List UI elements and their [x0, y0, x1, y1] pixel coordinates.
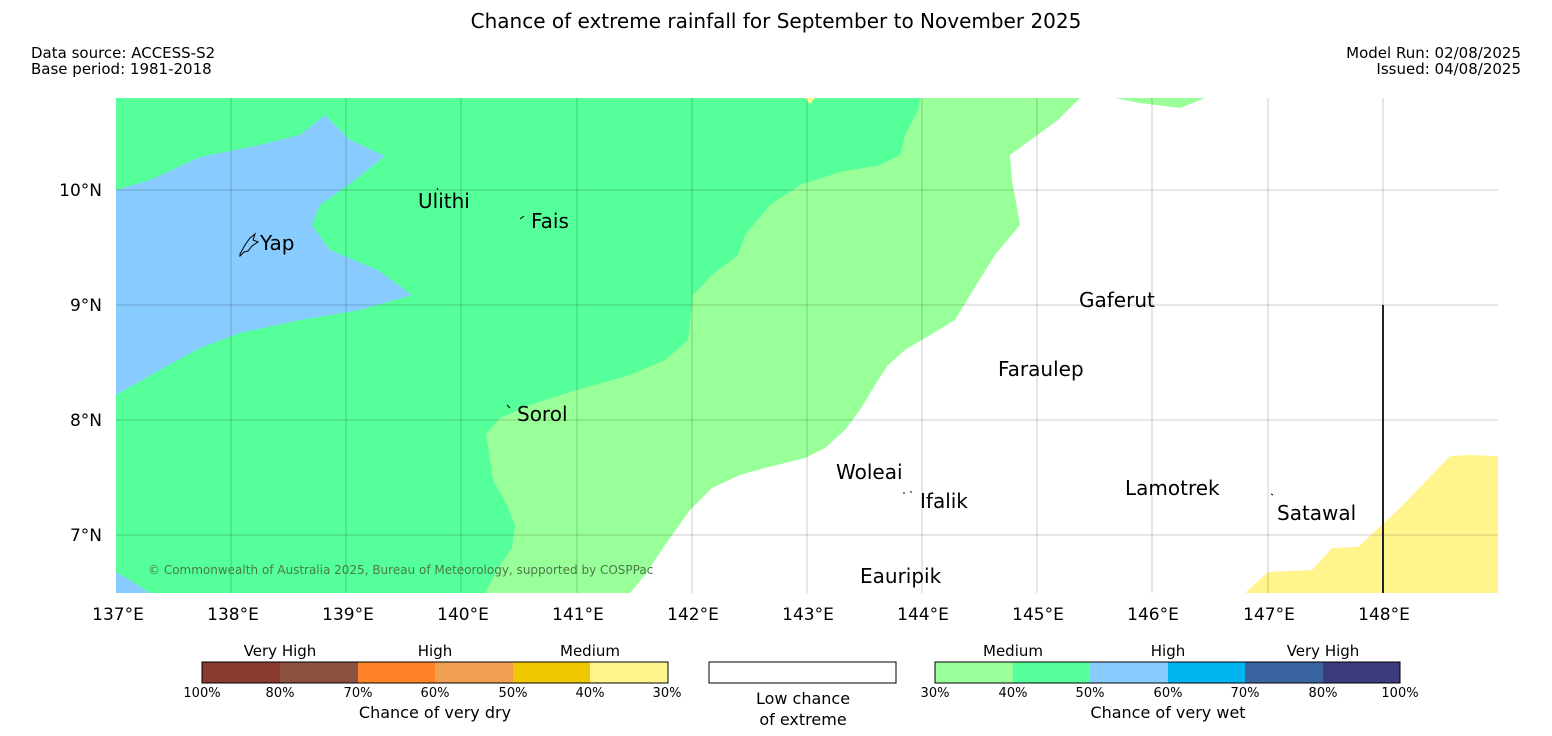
lon-tick-label: 143°E — [782, 605, 834, 625]
island-markers — [239, 187, 1274, 496]
longitude-ticks: 137°E 138°E 139°E 140°E 141°E 142°E 143°… — [92, 605, 1410, 625]
place-label-ulithi: Ulithi — [418, 189, 470, 213]
place-label-woleai: Woleai — [836, 460, 903, 484]
place-label-ifalik: Ifalik — [920, 489, 968, 513]
legend-wet-pct: 60% — [1154, 686, 1183, 701]
legend-wet-swatch — [1245, 662, 1323, 683]
lat-tick-label: 10°N — [59, 181, 102, 201]
issued-text: Issued: 04/08/2025 — [1376, 60, 1521, 78]
legend-dry-header-high: High — [418, 642, 452, 660]
legend-dry-pct: 50% — [499, 686, 528, 701]
base-period-text: Base period: 1981-2018 — [31, 60, 212, 78]
place-label-gaferut: Gaferut — [1079, 288, 1155, 312]
model-run-block: Model Run: 02/08/2025 Issued: 04/08/2025 — [1346, 45, 1521, 77]
legend-wet-pct: 80% — [1309, 686, 1338, 701]
legend-dry-header-very-high: Very High — [244, 642, 317, 660]
ulithi-marker — [436, 187, 439, 191]
legend-wet-pct: 100% — [1381, 686, 1418, 701]
lon-tick-label: 140°E — [437, 605, 489, 625]
legend-dry-swatch — [280, 662, 358, 683]
legend-wet-header-very-high: Very High — [1287, 642, 1360, 660]
map-title: Chance of extreme rainfall for September… — [470, 9, 1082, 33]
legend-wet-pct: 70% — [1231, 686, 1260, 701]
legend-dry-swatch — [435, 662, 513, 683]
satawal-marker — [1270, 493, 1274, 496]
legend-low: Low chance of extreme — [708, 661, 897, 729]
model-run-text: Model Run: 02/08/2025 — [1346, 44, 1521, 62]
place-label-fais: Fais — [531, 209, 569, 233]
lat-tick-label: 8°N — [70, 411, 102, 431]
lon-tick-label: 139°E — [322, 605, 374, 625]
legend-dry-pct: 30% — [653, 686, 682, 701]
yap-island-outline — [239, 232, 260, 258]
sorol-marker — [506, 404, 511, 409]
lon-tick-label: 146°E — [1127, 605, 1179, 625]
legend-dry-pct: 60% — [421, 686, 450, 701]
place-label-eauripik: Eauripik — [860, 564, 942, 588]
legend-dry-caption: Chance of very dry — [359, 703, 511, 722]
legend-dry-header-medium: Medium — [560, 642, 620, 660]
wet-30-40-patch-ne — [1115, 98, 1205, 108]
lon-tick-label: 148°E — [1358, 605, 1410, 625]
wet-50-60-region-south — [116, 572, 150, 593]
lon-tick-label: 141°E — [552, 605, 604, 625]
lon-tick-label: 142°E — [667, 605, 719, 625]
map-area — [116, 98, 1498, 593]
place-label-faraulep: Faraulep — [998, 357, 1084, 381]
graticule — [116, 98, 1498, 593]
legend-wet-header-medium: Medium — [983, 642, 1043, 660]
lon-tick-label: 144°E — [897, 605, 949, 625]
data-source-text: Data source: ACCESS-S2 — [31, 44, 216, 62]
place-label-yap: Yap — [259, 231, 294, 255]
legend-low-caption-2: of extreme — [759, 710, 846, 729]
legend-wet: Medium High Very High 30% 40% 50% 60% 70… — [921, 642, 1419, 722]
legend-dry-swatch — [202, 662, 280, 683]
place-label-lamotrek: Lamotrek — [1125, 476, 1220, 500]
place-labels: Yap Ulithi Fais Sorol Gaferut Faraulep W… — [259, 189, 1356, 588]
legend-dry-pct: 40% — [576, 686, 605, 701]
wet-40-50-region — [116, 98, 920, 593]
legend-low-caption-1: Low chance — [756, 689, 850, 708]
legend-wet-swatch — [1090, 662, 1168, 683]
legend-wet-header-high: High — [1151, 642, 1185, 660]
place-label-satawal: Satawal — [1277, 501, 1356, 525]
lon-tick-label: 138°E — [207, 605, 259, 625]
lon-tick-label: 145°E — [1012, 605, 1064, 625]
lon-tick-label: 147°E — [1243, 605, 1295, 625]
data-source-block: Data source: ACCESS-S2 Base period: 1981… — [31, 45, 215, 77]
dry-30-40-patch-n — [805, 98, 815, 104]
legend-wet-swatch — [1168, 662, 1245, 683]
legend-dry-pct: 100% — [183, 686, 220, 701]
legend-dry-swatch — [590, 662, 668, 683]
legend-wet-swatch — [1013, 662, 1090, 683]
legend-dry-pct: 80% — [266, 686, 295, 701]
lat-tick-label: 7°N — [70, 526, 102, 546]
legend-low-swatch — [708, 661, 897, 684]
lat-tick-label: 9°N — [70, 296, 102, 316]
wet-50-60-region — [116, 115, 412, 395]
copyright-text: © Commonwealth of Australia 2025, Bureau… — [148, 563, 653, 577]
legend-dry-swatch — [358, 662, 435, 683]
latitude-ticks: 10°N 9°N 8°N 7°N — [59, 181, 102, 546]
legend-dry-pct: 70% — [344, 686, 373, 701]
legend-dry: Very High High Medium 100% 80% 70% 60% 5… — [183, 642, 681, 722]
dry-30-40-region — [1245, 455, 1498, 593]
legend-wet-swatch — [1323, 662, 1400, 683]
legend-wet-swatch — [935, 662, 1013, 683]
place-label-sorol: Sorol — [517, 402, 568, 426]
legend-wet-pct: 30% — [921, 686, 950, 701]
legend-wet-pct: 50% — [1076, 686, 1105, 701]
legend-wet-pct: 40% — [999, 686, 1028, 701]
fais-marker — [519, 215, 525, 220]
legend-dry-swatch — [513, 662, 590, 683]
lon-tick-label: 137°E — [92, 605, 144, 625]
legend-wet-caption: Chance of very wet — [1090, 703, 1245, 722]
